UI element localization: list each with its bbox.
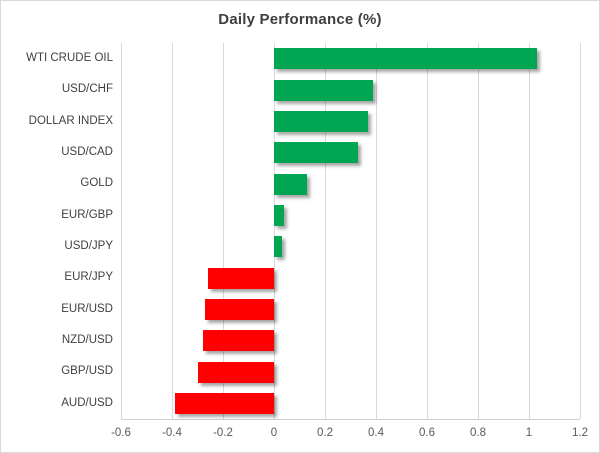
x-gridline — [273, 43, 275, 419]
bar — [174, 392, 274, 414]
x-gridline — [477, 43, 479, 419]
bar — [274, 204, 285, 226]
x-axis-tick-label: 0.8 — [470, 427, 486, 439]
bar — [274, 110, 369, 132]
category-label: GBP/USD — [61, 365, 113, 378]
category-label: EUR/GBP — [61, 208, 113, 221]
chart-title: Daily Performance (%) — [218, 11, 382, 28]
x-axis-tick-label: 0.6 — [419, 427, 435, 439]
bar — [274, 142, 359, 164]
x-gridline — [222, 43, 224, 419]
x-axis-tick-label: 1 — [525, 427, 533, 439]
x-gridline — [171, 43, 173, 419]
x-axis-tick-label: -0.6 — [111, 427, 131, 439]
category-label: EUR/JPY — [64, 271, 113, 284]
category-label: GOLD — [80, 177, 113, 190]
category-label: EUR/USD — [61, 302, 113, 315]
bar — [274, 173, 308, 195]
bar — [274, 236, 282, 258]
bar — [274, 48, 537, 70]
x-gridline — [120, 43, 122, 419]
x-axis-tick-label: -0.2 — [213, 427, 233, 439]
category-label: DOLLAR INDEX — [28, 114, 113, 127]
bar — [202, 330, 274, 352]
category-label: NZD/USD — [61, 334, 113, 346]
x-gridline — [375, 43, 377, 419]
x-gridline — [528, 43, 530, 419]
x-axis-tick-label: 0.2 — [317, 427, 333, 439]
category-label: USD/CAD — [61, 146, 113, 158]
x-axis-line — [121, 419, 580, 420]
x-axis-tick-label: 0 — [270, 427, 278, 439]
bar — [274, 79, 374, 101]
bar — [207, 267, 274, 289]
bar — [205, 298, 274, 320]
category-label: AUD/USD — [61, 396, 113, 409]
x-axis-tick-label: 0.4 — [368, 427, 384, 439]
x-axis-tick-label: 1.2 — [572, 427, 588, 439]
category-label: USD/JPY — [64, 240, 113, 252]
x-axis-tick-label: -0.4 — [162, 427, 182, 439]
x-gridline — [579, 43, 581, 419]
category-label: WTI CRUDE OIL — [26, 52, 113, 64]
category-label: USD/CHF — [61, 83, 113, 96]
x-gridline — [324, 43, 326, 419]
x-gridline — [426, 43, 428, 419]
bar — [197, 361, 274, 383]
